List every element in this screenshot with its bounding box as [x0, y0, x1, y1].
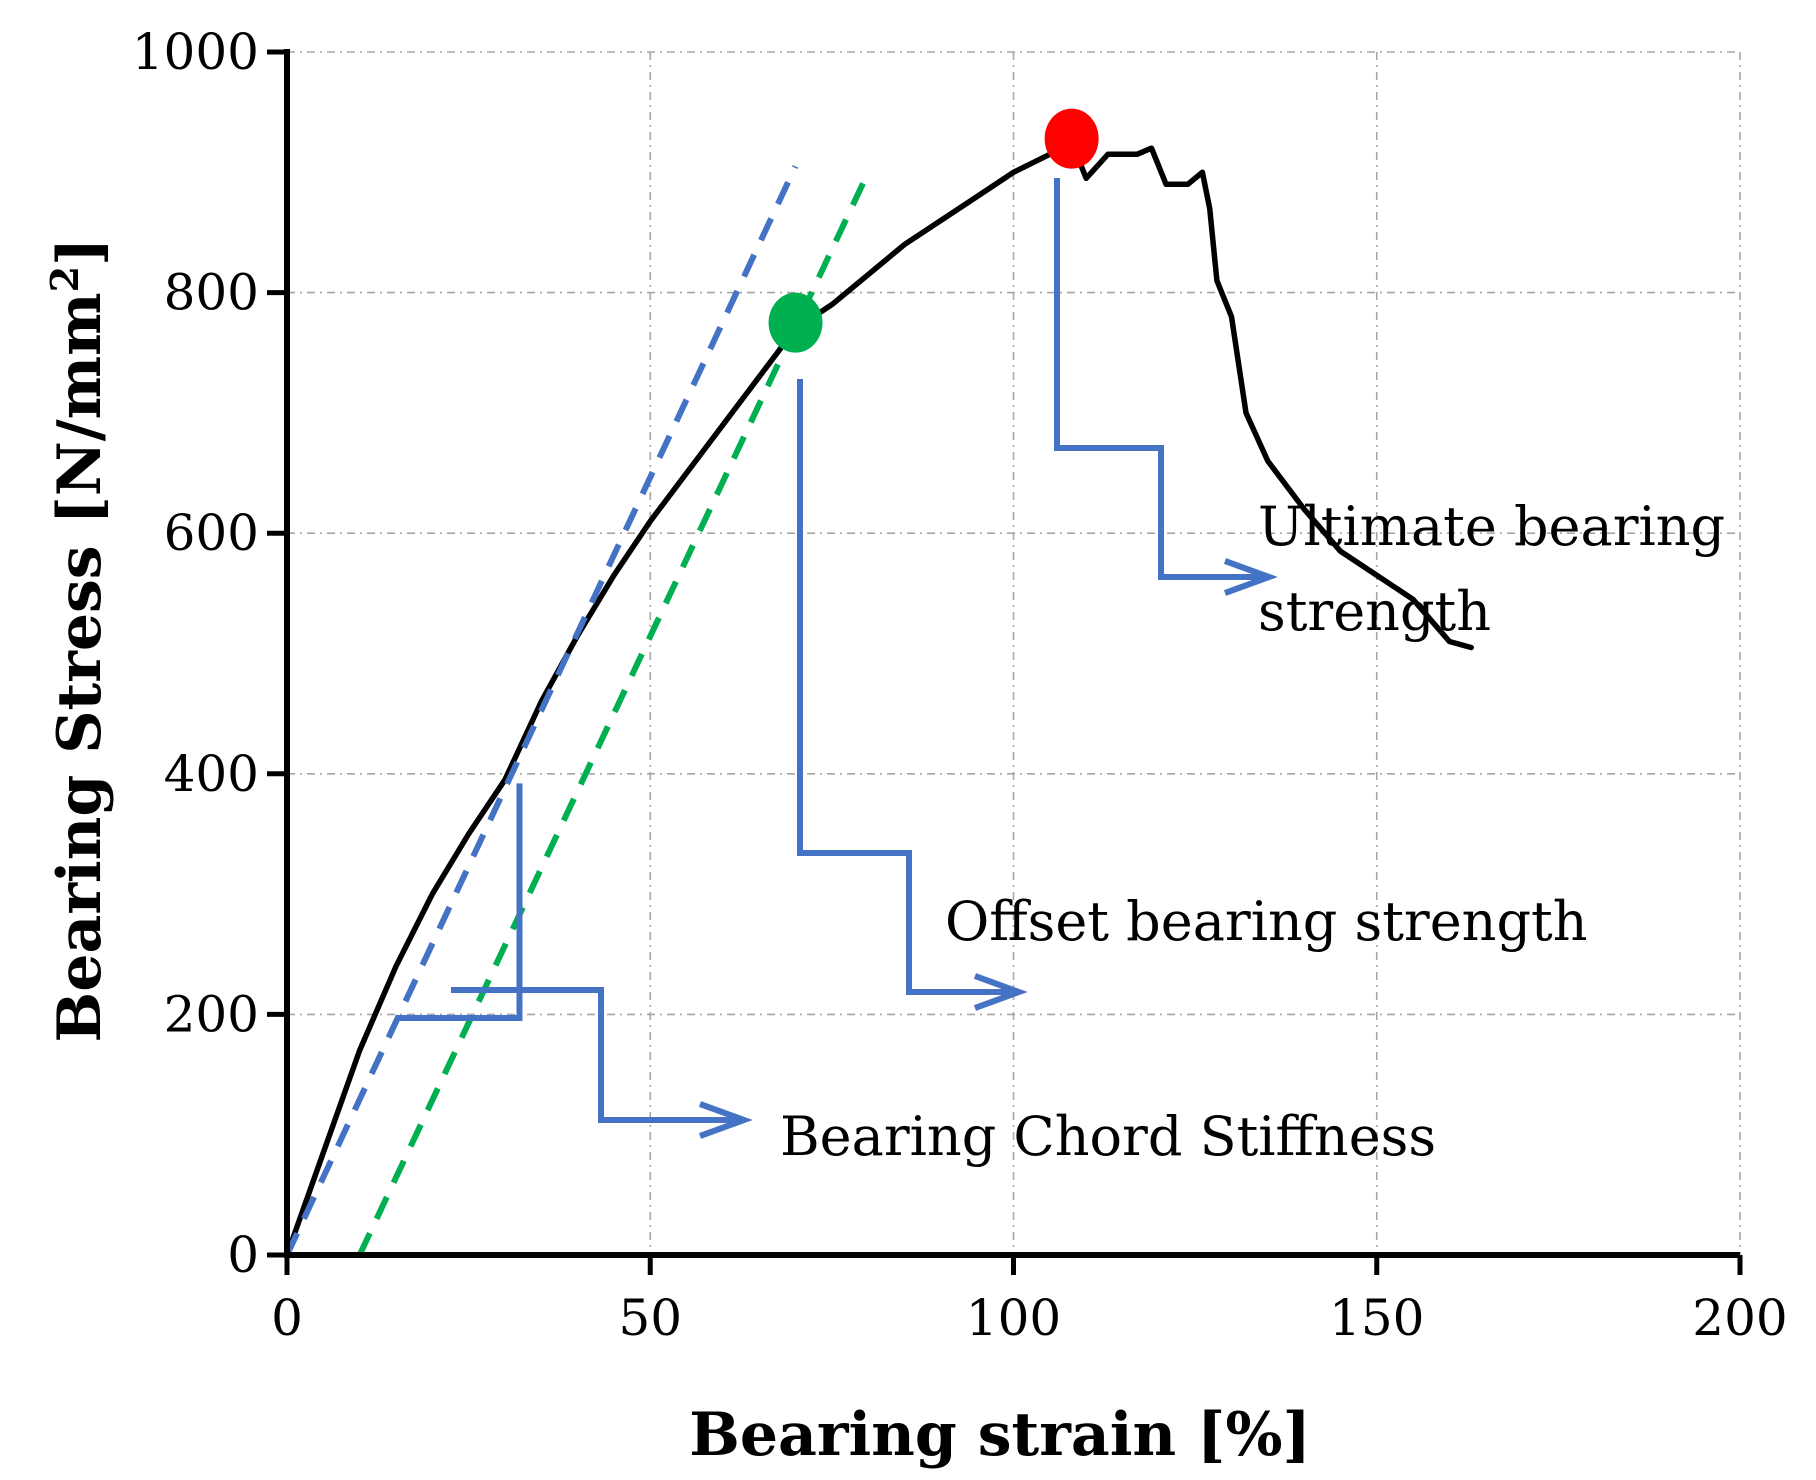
offset-strength-leader	[797, 379, 1010, 995]
chord-stiffness-arrowhead	[698, 1101, 753, 1139]
x-tick-label-200: 200	[1692, 1289, 1787, 1347]
y-tick-label-0: 0	[227, 1226, 259, 1284]
y-axis-title-end: ]	[45, 238, 115, 266]
ultimate-strength-marker	[1044, 108, 1099, 169]
x-tick-label-50: 50	[618, 1289, 682, 1347]
y-tick-label-1000: 1000	[132, 23, 259, 81]
annotation-ultimate-strength-line2: strength	[1258, 580, 1491, 643]
annotation-chord-stiffness: Bearing Chord Stiffness	[780, 1105, 1436, 1168]
series-line-1	[284, 165, 799, 1257]
grid	[287, 51, 1741, 1255]
y-tick-label-200: 200	[164, 985, 259, 1043]
y-axis-title: Bearing Stress [N/mm2]	[42, 238, 115, 1043]
axes: 0 200 400 600 800 1000 0 50 100 150 200	[132, 23, 1788, 1347]
x-axis-title: Bearing strain [%]	[689, 1400, 1311, 1470]
offset-strength-marker	[768, 292, 823, 353]
chord-stiffness-leader	[451, 987, 735, 1123]
y-tick-label-600: 600	[164, 504, 259, 562]
ultimate-strength-arrowhead	[1223, 558, 1278, 596]
series-line-0	[284, 139, 1474, 1258]
x-tick-label-0: 0	[271, 1289, 303, 1347]
y-axis-title-main: Bearing Stress [N/mm	[45, 292, 115, 1042]
annotation-offset-strength: Offset bearing strength	[945, 890, 1588, 953]
x-tick-label-100: 100	[966, 1289, 1061, 1347]
y-axis-title-superscript: 2	[42, 266, 87, 292]
series-layer	[284, 108, 1474, 1258]
y-tick-label-400: 400	[164, 745, 259, 803]
annotation-layer	[395, 178, 1278, 1139]
offset-strength-arrowhead	[973, 973, 1028, 1011]
chord-slope-bracket	[395, 783, 523, 1022]
annotation-ultimate-strength-line1: Ultimate bearing	[1258, 495, 1725, 558]
ultimate-strength-leader	[1054, 178, 1260, 580]
y-tick-label-800: 800	[164, 264, 259, 322]
x-tick-label-150: 150	[1329, 1289, 1424, 1347]
